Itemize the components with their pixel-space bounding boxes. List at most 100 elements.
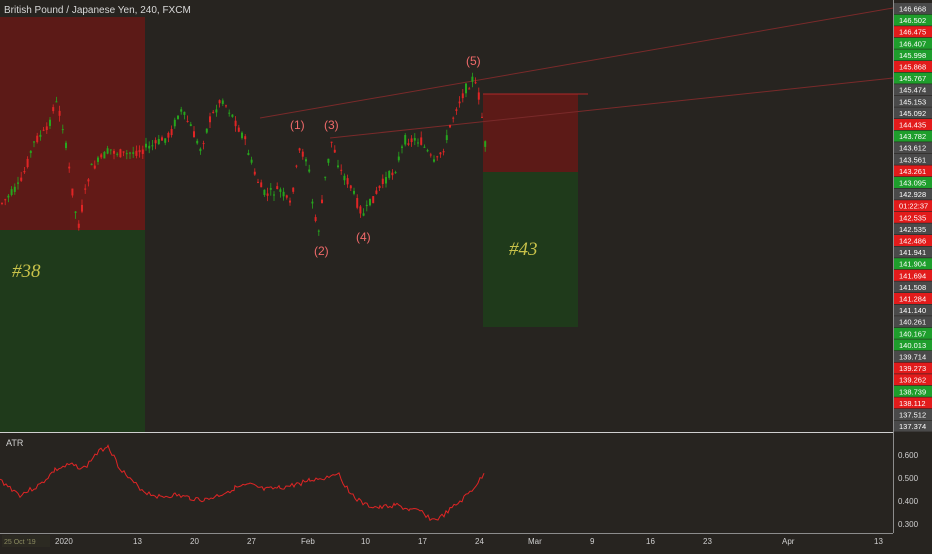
price-tag-bg [894,26,932,38]
candle-body [77,223,80,228]
price-tag-bg [894,327,932,339]
symbol-title[interactable]: British Pound / Japanese Yen, 240, FXCM [4,5,191,16]
candle-body [177,115,179,119]
candle-body [61,129,64,131]
price-tag-bg [894,316,932,328]
atr-scale-500: 0.500 [898,474,919,483]
price-tag-bg [894,304,932,316]
atr-indicator-label[interactable]: ATR [6,438,24,448]
candle-body [173,119,176,127]
candle-body [445,135,448,141]
price-tag-label: 141.694 [899,271,926,280]
wave-label-1: (1) [290,118,305,132]
price-tag-bg [894,362,932,374]
candle-body [349,185,352,189]
candle-body [279,189,282,192]
candle-body [474,82,477,84]
time-tick-24: 24 [475,537,484,546]
candle-body [484,141,487,147]
candle-body [87,179,90,182]
candle-body [55,101,58,103]
price-tag-label: 139.273 [899,364,926,373]
candle-body [407,143,410,145]
candle-body [458,101,461,104]
candle-body [125,153,128,155]
candle-body [1,202,3,204]
candle-body [263,189,266,195]
price-tag-label: 143.561 [899,155,926,164]
candle-body [439,152,442,155]
price-tag-bg [894,107,932,119]
trade-43-profit-zone [483,172,578,327]
candle-body [52,107,55,112]
candle-body [106,148,109,154]
candle-body [273,194,275,196]
candle-body [378,185,381,189]
price-tag-label: 145.153 [899,97,926,106]
price-tag-label: 142.928 [899,190,926,199]
time-tick-17: 17 [418,537,427,546]
candle-body [381,178,384,185]
candle-body [26,158,29,168]
candle-body [362,213,365,216]
price-scale[interactable]: 146.668 146.502 146.475 146.407 145.998 145.8… [894,3,932,432]
candle-body [340,169,343,171]
candle-body [36,135,39,143]
price-tag-label: 140.167 [899,329,926,338]
candle-body [244,136,247,140]
candle-body [202,143,205,145]
candle-body [282,191,285,197]
price-tag-label: 01:22:37 [899,202,928,211]
candle-body [471,76,474,82]
candle-body [436,156,439,158]
candle-body [215,109,218,113]
price-tag-bg [894,397,932,409]
candle-body [189,124,192,127]
lower-trendline[interactable] [329,77,894,139]
candle-body [93,165,96,169]
candle-body [365,204,368,207]
price-tag-label: 144.435 [899,121,926,130]
candle-body [388,170,391,178]
candle-body [180,109,183,112]
candle-body [477,92,480,100]
trade-label-38: #38 [12,261,41,282]
candle-body [109,149,112,151]
time-tick-10: 10 [361,537,370,546]
price-tag-label: 142.535 [899,213,926,222]
main-pane[interactable] [0,0,893,432]
atr-pane[interactable] [0,433,893,533]
price-tag-bg [894,200,932,212]
candle-body [225,105,227,107]
upper-trendline[interactable] [259,7,894,119]
candle-body [413,137,416,141]
candle-body [183,111,186,115]
candle-body [385,177,387,184]
price-tag-bg [894,153,932,165]
candle-body [129,152,131,154]
candle-body [333,149,336,153]
candle-body [212,111,215,113]
candle-body [132,152,135,154]
price-tag-label: 140.013 [899,341,926,350]
candle-body [231,114,234,117]
candle-body [324,176,327,178]
candle-body [269,188,272,190]
candle-body [148,145,151,149]
candle-body [455,109,458,111]
candle-body [119,149,122,158]
atr-scale-400: 0.400 [898,497,919,506]
candle-body [260,182,263,188]
candle-body [49,119,51,126]
candle-body [205,128,208,133]
price-tag-label: 141.140 [899,306,926,315]
time-tick-20: 20 [190,537,199,546]
candle-body [356,198,359,208]
candle-body [481,116,483,118]
time-axis[interactable]: 25 Oct '19 2020 13 20 27 Feb 10 17 24 Ma… [2,535,883,547]
candle-body [253,171,256,175]
candle-body [317,230,320,232]
atr-scale[interactable]: 0.600 0.500 0.400 0.300 [898,451,919,529]
